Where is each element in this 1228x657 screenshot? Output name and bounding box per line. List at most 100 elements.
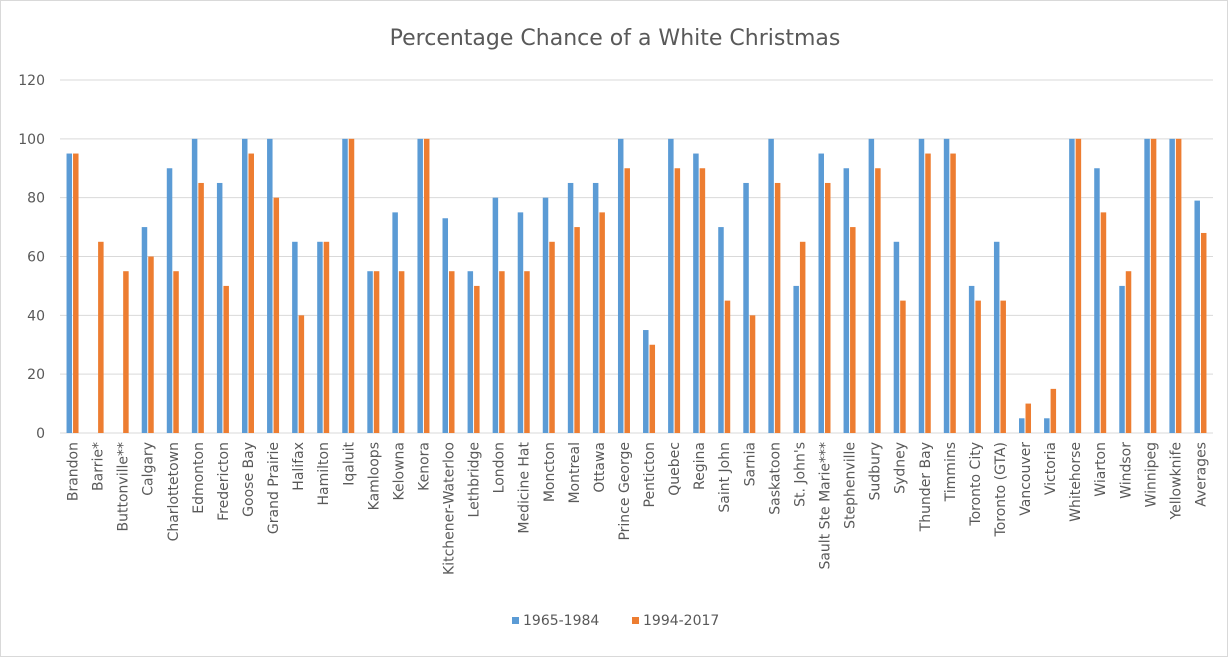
x-tick-label: Iqaluit (341, 442, 357, 486)
x-tick-label: Kenora (416, 442, 432, 491)
bar-1994-2017 (699, 168, 706, 433)
bar-1965-1984 (1194, 200, 1200, 433)
bar-1994-2017 (824, 182, 831, 433)
x-tick-label: Yellowknife (1168, 442, 1184, 521)
bar-1994-2017 (1200, 232, 1207, 433)
x-tick-label: Saskatoon (767, 442, 783, 515)
bar-1965-1984 (693, 153, 699, 433)
bar-1965-1984 (267, 138, 273, 434)
bar-1965-1984 (392, 212, 398, 433)
gridlines (60, 79, 1213, 434)
x-tick-label: Kelowna (391, 442, 407, 500)
bar-1994-2017 (749, 315, 756, 433)
x-tick-label: Lethbridge (467, 442, 483, 517)
x-tick-label: Stephenville (843, 442, 859, 529)
x-tick-label: Penticton (642, 442, 658, 507)
bar-1994-2017 (524, 271, 530, 433)
bar-1965-1984 (1169, 138, 1175, 434)
bar-1965-1984 (718, 227, 724, 433)
bar-1994-2017 (950, 153, 956, 433)
bar-1965-1984 (868, 138, 875, 434)
bar-1965-1984 (567, 182, 574, 433)
bar-1965-1984 (467, 271, 474, 433)
bar-1965-1984 (141, 227, 148, 433)
bar-1965-1984 (417, 138, 423, 434)
bar-1994-2017 (649, 344, 656, 433)
x-tick-label: Charlottetown (166, 442, 182, 541)
x-tick-label: Sudbury (868, 442, 884, 500)
x-tick-label: Vancouver (1018, 442, 1034, 516)
bar-1965-1984 (668, 138, 674, 434)
x-tick-label: Thunder Bay (918, 442, 934, 532)
bar-1994-2017 (323, 241, 330, 433)
x-tick-label: Windsor (1118, 442, 1134, 499)
x-tick-label: Sault Ste Marie*** (817, 442, 833, 570)
bar-1965-1984 (1019, 418, 1025, 433)
bar-1965-1984 (292, 241, 298, 433)
bar-1994-2017 (799, 241, 806, 433)
x-tick-label: Fredericton (216, 442, 232, 521)
bar-1965-1984 (342, 138, 348, 434)
bar-1965-1984 (1144, 138, 1150, 434)
bar-1965-1984 (442, 218, 449, 433)
x-tick-label: Edmonton (191, 442, 207, 514)
bar-1994-2017 (373, 271, 380, 433)
bar-1965-1984 (492, 197, 499, 433)
bar-1994-2017 (223, 285, 229, 433)
bar-1994-2017 (624, 168, 630, 433)
bar-1994-2017 (724, 300, 731, 433)
x-tick-label: Goose Bay (241, 442, 257, 517)
bar-1994-2017 (850, 227, 856, 433)
x-tick-label: Montreal (567, 442, 583, 504)
bar-1965-1984 (517, 212, 524, 433)
x-tick-label: Moncton (542, 442, 558, 502)
bar-1994-2017 (975, 300, 981, 433)
y-tick-label: 40 (27, 308, 45, 324)
bar-1994-2017 (1000, 300, 1006, 433)
x-tick-label: Grand Prairie (266, 442, 282, 534)
bar-1965-1984 (818, 153, 824, 433)
bar-1994-2017 (875, 168, 881, 433)
bar-1994-2017 (398, 271, 405, 433)
bar-1965-1984 (993, 241, 1000, 433)
bar-1965-1984 (918, 138, 925, 434)
y-tick-label: 80 (27, 191, 45, 207)
bar-1994-2017 (198, 182, 204, 433)
bar-1994-2017 (123, 271, 129, 433)
bar-1965-1984 (1044, 418, 1050, 433)
bar-1994-2017 (248, 153, 254, 433)
x-tick-label: Victoria (1043, 442, 1059, 495)
x-tick-label: Calgary (141, 442, 157, 496)
legend-swatch (632, 617, 639, 624)
bar-1994-2017 (549, 241, 555, 433)
bar-1994-2017 (148, 256, 154, 433)
bar-1965-1984 (191, 138, 198, 434)
x-tick-label: Winnipeg (1143, 442, 1159, 507)
bar-1994-2017 (173, 271, 179, 433)
bar-1994-2017 (1025, 403, 1032, 433)
bar-1994-2017 (574, 227, 580, 433)
x-tick-label: Medicine Hat (517, 441, 533, 533)
x-tick-label: Whitehorse (1068, 442, 1084, 522)
bar-1965-1984 (66, 153, 73, 433)
y-tick-label: 60 (27, 250, 45, 266)
bar-1965-1984 (968, 285, 975, 433)
bar-1965-1984 (592, 182, 599, 433)
bar-1994-2017 (774, 182, 781, 433)
bar-1994-2017 (499, 271, 505, 433)
x-tick-label: Quebec (667, 442, 683, 496)
bar-1965-1984 (1069, 138, 1075, 434)
bar-1994-2017 (925, 153, 931, 433)
bar-1994-2017 (298, 315, 305, 433)
bar-1965-1984 (943, 138, 950, 434)
bar-1994-2017 (449, 271, 455, 433)
bar-1965-1984 (166, 168, 173, 433)
bar-1994-2017 (599, 212, 605, 433)
bar-1965-1984 (241, 138, 248, 434)
x-tick-label: Hamilton (316, 442, 332, 505)
bar-1994-2017 (73, 153, 79, 433)
bar-1994-2017 (1175, 138, 1182, 434)
bar-1965-1984 (542, 197, 549, 433)
bar-1994-2017 (674, 168, 681, 433)
